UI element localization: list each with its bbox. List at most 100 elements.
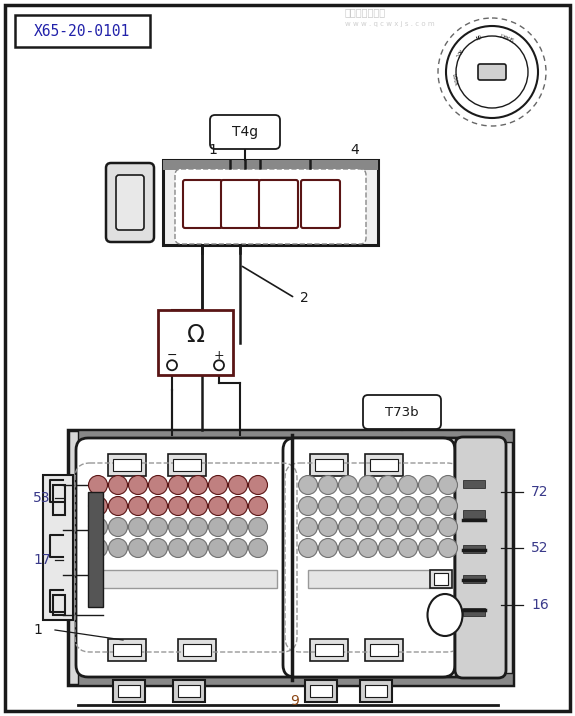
- Circle shape: [189, 518, 208, 536]
- Circle shape: [419, 518, 438, 536]
- Circle shape: [228, 518, 247, 536]
- Circle shape: [109, 475, 128, 495]
- Text: Ω: Ω: [186, 323, 205, 347]
- Text: 17: 17: [33, 553, 51, 567]
- Bar: [78, 673, 513, 685]
- Bar: [310, 454, 348, 476]
- Circle shape: [319, 518, 338, 536]
- Bar: [310, 639, 348, 661]
- Circle shape: [228, 538, 247, 558]
- Bar: [315, 644, 343, 656]
- Bar: [365, 685, 387, 697]
- Bar: [158, 310, 233, 375]
- FancyBboxPatch shape: [116, 175, 144, 230]
- Circle shape: [128, 496, 148, 516]
- Text: 72: 72: [531, 485, 549, 499]
- Circle shape: [109, 538, 128, 558]
- Bar: [53, 485, 65, 515]
- Circle shape: [419, 496, 438, 516]
- FancyBboxPatch shape: [283, 438, 455, 677]
- Bar: [365, 454, 403, 476]
- Text: 4: 4: [351, 143, 359, 157]
- Text: T73b: T73b: [385, 405, 419, 418]
- Circle shape: [148, 538, 167, 558]
- Bar: [15, 15, 150, 47]
- Circle shape: [339, 518, 358, 536]
- Circle shape: [358, 518, 378, 536]
- Bar: [113, 644, 141, 656]
- Circle shape: [298, 496, 317, 516]
- Circle shape: [398, 518, 417, 536]
- Bar: [370, 644, 398, 656]
- Circle shape: [189, 538, 208, 558]
- Bar: [463, 480, 485, 488]
- FancyBboxPatch shape: [175, 169, 366, 244]
- Bar: [173, 459, 201, 471]
- Circle shape: [228, 496, 247, 516]
- Circle shape: [248, 496, 267, 516]
- Bar: [463, 510, 485, 518]
- FancyBboxPatch shape: [301, 180, 340, 228]
- Bar: [108, 639, 146, 661]
- Circle shape: [339, 496, 358, 516]
- Bar: [43, 475, 73, 620]
- Circle shape: [148, 496, 167, 516]
- Circle shape: [398, 475, 417, 495]
- Text: w w w . q c w x j s . c o m: w w w . q c w x j s . c o m: [345, 21, 435, 27]
- Bar: [308, 570, 450, 588]
- Circle shape: [378, 496, 397, 516]
- Circle shape: [358, 496, 378, 516]
- Bar: [108, 454, 146, 476]
- FancyBboxPatch shape: [183, 180, 222, 228]
- Bar: [100, 570, 277, 588]
- Bar: [113, 680, 145, 702]
- Bar: [434, 573, 448, 585]
- Text: ON: ON: [474, 32, 481, 39]
- FancyBboxPatch shape: [478, 64, 506, 80]
- Circle shape: [319, 538, 338, 558]
- Circle shape: [398, 538, 417, 558]
- Circle shape: [439, 496, 458, 516]
- Bar: [370, 459, 398, 471]
- Circle shape: [168, 518, 187, 536]
- Circle shape: [446, 26, 538, 118]
- Text: +: +: [214, 349, 224, 362]
- Circle shape: [89, 538, 108, 558]
- Bar: [315, 459, 343, 471]
- Circle shape: [378, 538, 397, 558]
- Text: −: −: [167, 349, 177, 362]
- Circle shape: [189, 496, 208, 516]
- Circle shape: [398, 496, 417, 516]
- Bar: [178, 685, 200, 697]
- Ellipse shape: [427, 594, 462, 636]
- Circle shape: [319, 496, 338, 516]
- Circle shape: [439, 518, 458, 536]
- Bar: [113, 459, 141, 471]
- Bar: [118, 685, 140, 697]
- Circle shape: [168, 538, 187, 558]
- Circle shape: [248, 538, 267, 558]
- Circle shape: [168, 475, 187, 495]
- Circle shape: [339, 475, 358, 495]
- Text: 9: 9: [290, 694, 300, 708]
- FancyBboxPatch shape: [221, 180, 260, 228]
- Bar: [88, 492, 103, 607]
- Circle shape: [89, 518, 108, 536]
- Bar: [178, 639, 216, 661]
- Text: 1: 1: [33, 623, 42, 637]
- Circle shape: [89, 496, 108, 516]
- Circle shape: [439, 538, 458, 558]
- Circle shape: [419, 475, 438, 495]
- Circle shape: [339, 538, 358, 558]
- Circle shape: [148, 475, 167, 495]
- Circle shape: [248, 475, 267, 495]
- FancyBboxPatch shape: [455, 437, 506, 678]
- Circle shape: [209, 538, 228, 558]
- Text: 1: 1: [209, 143, 217, 157]
- FancyBboxPatch shape: [210, 115, 280, 149]
- Bar: [78, 430, 513, 442]
- Circle shape: [438, 18, 546, 126]
- Circle shape: [439, 475, 458, 495]
- Text: 2: 2: [300, 291, 309, 305]
- Bar: [463, 575, 485, 583]
